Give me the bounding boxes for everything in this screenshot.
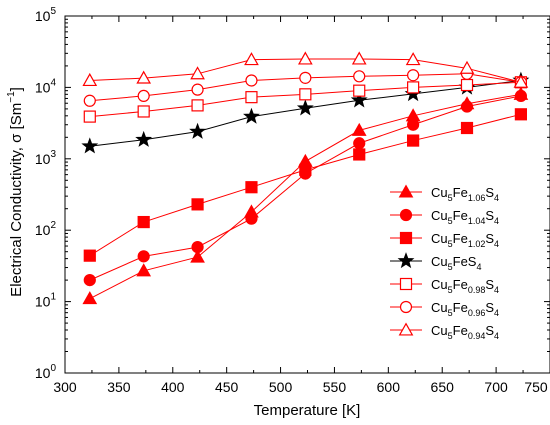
data-point [136, 70, 152, 84]
legend-item-3: Cu5Fe1.02S4 [390, 231, 499, 249]
data-point [513, 74, 529, 88]
data-point [297, 51, 313, 65]
x-tick-label: 350 [107, 379, 131, 395]
x-tick-label: 650 [431, 379, 455, 395]
legend-item-5: Cu5Fe0.98S4 [390, 277, 499, 295]
x-tick-label: 700 [484, 379, 508, 395]
y-tick-label: 104 [35, 77, 57, 95]
data-point [191, 198, 204, 211]
legend-marker [399, 231, 413, 245]
x-tick-label: 750 [524, 379, 548, 395]
data-point [353, 70, 366, 83]
data-point [460, 100, 474, 113]
data-point [296, 99, 314, 116]
data-point [407, 69, 420, 82]
legend-label: Cu5Fe1.02S4 [431, 231, 499, 249]
data-point [353, 148, 366, 161]
data-point [299, 88, 312, 101]
data-point [191, 83, 204, 96]
data-point [189, 122, 207, 139]
legend-item-2: Cu5Fe1.04S4 [390, 208, 499, 226]
data-point [136, 263, 152, 277]
x-tick-label: 300 [53, 379, 77, 395]
legend-marker [399, 208, 413, 222]
data-point [137, 105, 150, 118]
data-point [83, 94, 96, 107]
data-point [299, 71, 312, 84]
data-point [190, 249, 205, 263]
plot-area [81, 51, 530, 305]
data-point [243, 107, 260, 124]
data-point [135, 130, 153, 147]
legend-label: Cu5Fe0.98S4 [431, 277, 499, 295]
x-tick-label: 400 [161, 379, 185, 395]
data-point [460, 121, 474, 135]
data-point [137, 215, 150, 229]
legend-marker [399, 277, 413, 291]
y-tick-label: 102 [35, 220, 57, 238]
data-point [514, 108, 528, 121]
data-point [245, 212, 258, 225]
data-point [514, 89, 528, 103]
legend-marker [398, 184, 414, 198]
data-point [137, 89, 150, 103]
data-point [407, 118, 420, 131]
legend-item-7: Cu5Fe0.94S4 [390, 322, 499, 341]
data-point [244, 52, 259, 66]
legend-marker [397, 252, 415, 269]
legend-marker [399, 300, 413, 314]
y-axis-label-sup: −1 [6, 91, 17, 103]
y-axis-label-main: Electrical Conductivity, σ [Sm [8, 103, 25, 297]
legend-label: Cu5Fe1.06S4 [431, 185, 499, 203]
data-point [407, 134, 420, 147]
y-axis-label: Electrical Conductivity, σ [Sm−1] [6, 87, 25, 297]
legend-item-6: Cu5Fe0.96S4 [390, 300, 499, 318]
x-tick-label: 500 [269, 379, 293, 395]
legend-label: Cu5Fe0.94S4 [431, 323, 499, 341]
legend: Cu5Fe1.06S4 Cu5Fe1.04S4 Cu5Fe1.02S4 Cu5FeS4… [390, 184, 499, 341]
data-point [245, 91, 258, 104]
legend-label: Cu5Fe0.96S4 [431, 300, 499, 318]
data-point [353, 84, 366, 97]
x-tick-label: 600 [377, 379, 401, 395]
y-axis-label-end: ] [8, 87, 25, 91]
y-tick-label: 103 [35, 149, 57, 167]
data-point [191, 99, 204, 112]
x-axis-label: Temperature [K] [254, 402, 361, 419]
data-point [82, 291, 98, 305]
y-tick-label: 105 [35, 6, 57, 24]
data-point [351, 122, 367, 136]
data-point [137, 250, 150, 263]
legend-label: Cu5Fe1.04S4 [431, 208, 499, 226]
legend-item-4: Cu5FeS4 [390, 252, 482, 272]
data-point [190, 66, 205, 80]
series-7 [82, 51, 529, 88]
data-point [405, 52, 421, 66]
data-point [350, 91, 368, 108]
x-tick-label: 450 [215, 379, 239, 395]
data-point [299, 163, 312, 176]
data-point [407, 81, 420, 94]
data-point [351, 51, 367, 65]
legend-item-1: Cu5Fe1.06S4 [390, 184, 499, 203]
data-point [82, 72, 98, 87]
data-point [245, 181, 258, 194]
x-tick-label: 550 [323, 379, 347, 395]
series-3 [83, 108, 528, 262]
data-point [81, 137, 99, 154]
y-tick-label: 101 [35, 292, 57, 310]
legend-label: Cu5FeS4 [431, 254, 482, 272]
data-point [83, 249, 96, 262]
data-point [460, 78, 474, 92]
data-point [353, 137, 366, 150]
data-point [459, 60, 475, 74]
data-point [245, 74, 258, 87]
data-point [83, 274, 96, 287]
data-point [191, 240, 204, 254]
data-point [83, 110, 96, 123]
legend-marker [398, 322, 414, 336]
y-tick-label: 100 [35, 363, 57, 381]
